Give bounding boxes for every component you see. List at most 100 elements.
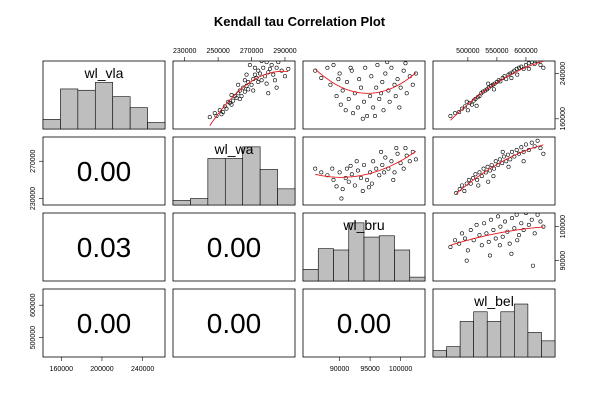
data-point <box>371 105 376 110</box>
data-point <box>535 138 540 143</box>
data-point <box>460 231 465 236</box>
histogram-bar <box>224 158 244 206</box>
y-tick-label: 270000 <box>30 149 37 172</box>
data-point <box>380 79 385 84</box>
data-point <box>330 166 335 171</box>
data-point <box>331 177 336 182</box>
data-point <box>489 217 494 222</box>
data-point <box>355 105 360 110</box>
data-point <box>500 149 505 154</box>
data-point <box>486 81 491 86</box>
data-point <box>474 222 479 227</box>
data-point <box>462 104 467 109</box>
data-point <box>407 159 412 164</box>
data-point <box>368 94 373 99</box>
smooth-fit-line <box>450 61 544 121</box>
data-point <box>532 144 537 149</box>
data-point <box>482 221 487 226</box>
scatter-panel-0-3 <box>448 61 546 121</box>
data-point <box>538 146 543 151</box>
histogram-bar <box>42 119 61 130</box>
data-point <box>465 108 470 113</box>
data-point <box>404 91 409 96</box>
data-point <box>259 61 264 63</box>
data-point <box>529 140 534 145</box>
data-point <box>410 82 415 87</box>
x-tick-label: 240000 <box>131 366 154 373</box>
panel-frame-1-0 <box>42 136 166 206</box>
data-point <box>256 79 261 84</box>
data-point <box>242 78 247 83</box>
data-point <box>339 196 344 201</box>
data-point <box>348 163 353 168</box>
data-point <box>368 170 373 175</box>
data-point <box>403 146 408 151</box>
data-point <box>389 159 394 164</box>
data-point <box>266 70 271 75</box>
data-point <box>337 71 342 76</box>
data-point <box>529 61 534 65</box>
data-point <box>453 238 458 243</box>
smooth-fit-line <box>450 226 544 246</box>
data-point <box>503 219 508 224</box>
histogram-bar <box>112 96 131 130</box>
data-point <box>224 106 229 111</box>
histogram-bar <box>259 169 278 206</box>
data-point <box>460 183 465 188</box>
data-point <box>538 219 543 224</box>
data-point <box>252 72 257 77</box>
data-point <box>532 231 537 236</box>
scatter-panel-0-2 <box>313 61 418 121</box>
data-point <box>214 113 219 118</box>
correlation-value: 0.00 <box>77 308 132 339</box>
data-point <box>365 177 370 182</box>
data-point <box>334 184 339 189</box>
data-point <box>469 102 474 107</box>
data-point <box>519 64 524 69</box>
data-point <box>510 149 515 154</box>
panel-frame-3-1 <box>172 288 296 358</box>
data-point <box>325 65 330 70</box>
data-point <box>338 102 343 107</box>
histogram-bar <box>514 303 529 358</box>
data-point <box>493 159 498 164</box>
data-point <box>393 94 398 99</box>
y-tick-label: 160000 <box>560 107 567 130</box>
data-point <box>256 68 261 73</box>
data-point <box>457 110 462 115</box>
data-point <box>462 189 467 194</box>
smooth-fit-line <box>315 151 417 178</box>
correlation-value: 0.03 <box>77 232 132 263</box>
data-point <box>401 166 406 171</box>
x-tick-label: 95000 <box>360 366 380 373</box>
x-tick-label: 100000 <box>389 366 412 373</box>
data-point <box>286 66 291 71</box>
data-point <box>401 68 406 73</box>
data-point <box>319 76 324 81</box>
panel-frame-3-2 <box>302 288 426 358</box>
data-point <box>523 62 528 67</box>
data-point <box>413 71 418 76</box>
data-point <box>389 65 394 70</box>
data-point <box>344 166 349 171</box>
data-point <box>282 74 287 79</box>
data-point <box>403 61 408 66</box>
data-point <box>507 241 512 246</box>
variable-label-wl_bru: wl_bru <box>342 217 384 233</box>
data-point <box>514 148 519 153</box>
data-point <box>484 231 489 236</box>
data-point <box>467 177 472 182</box>
data-point <box>392 170 397 175</box>
data-point <box>519 145 524 150</box>
data-point <box>274 65 279 70</box>
data-point <box>336 77 341 82</box>
x-tick-label: 500000 <box>456 48 479 55</box>
data-point <box>509 76 514 81</box>
data-point <box>501 154 506 159</box>
data-point <box>541 65 546 70</box>
data-point <box>394 146 399 151</box>
correlation-value: 0.00 <box>207 232 262 263</box>
data-point <box>500 234 505 239</box>
data-point <box>375 62 380 67</box>
smooth-fit-line <box>314 68 417 94</box>
